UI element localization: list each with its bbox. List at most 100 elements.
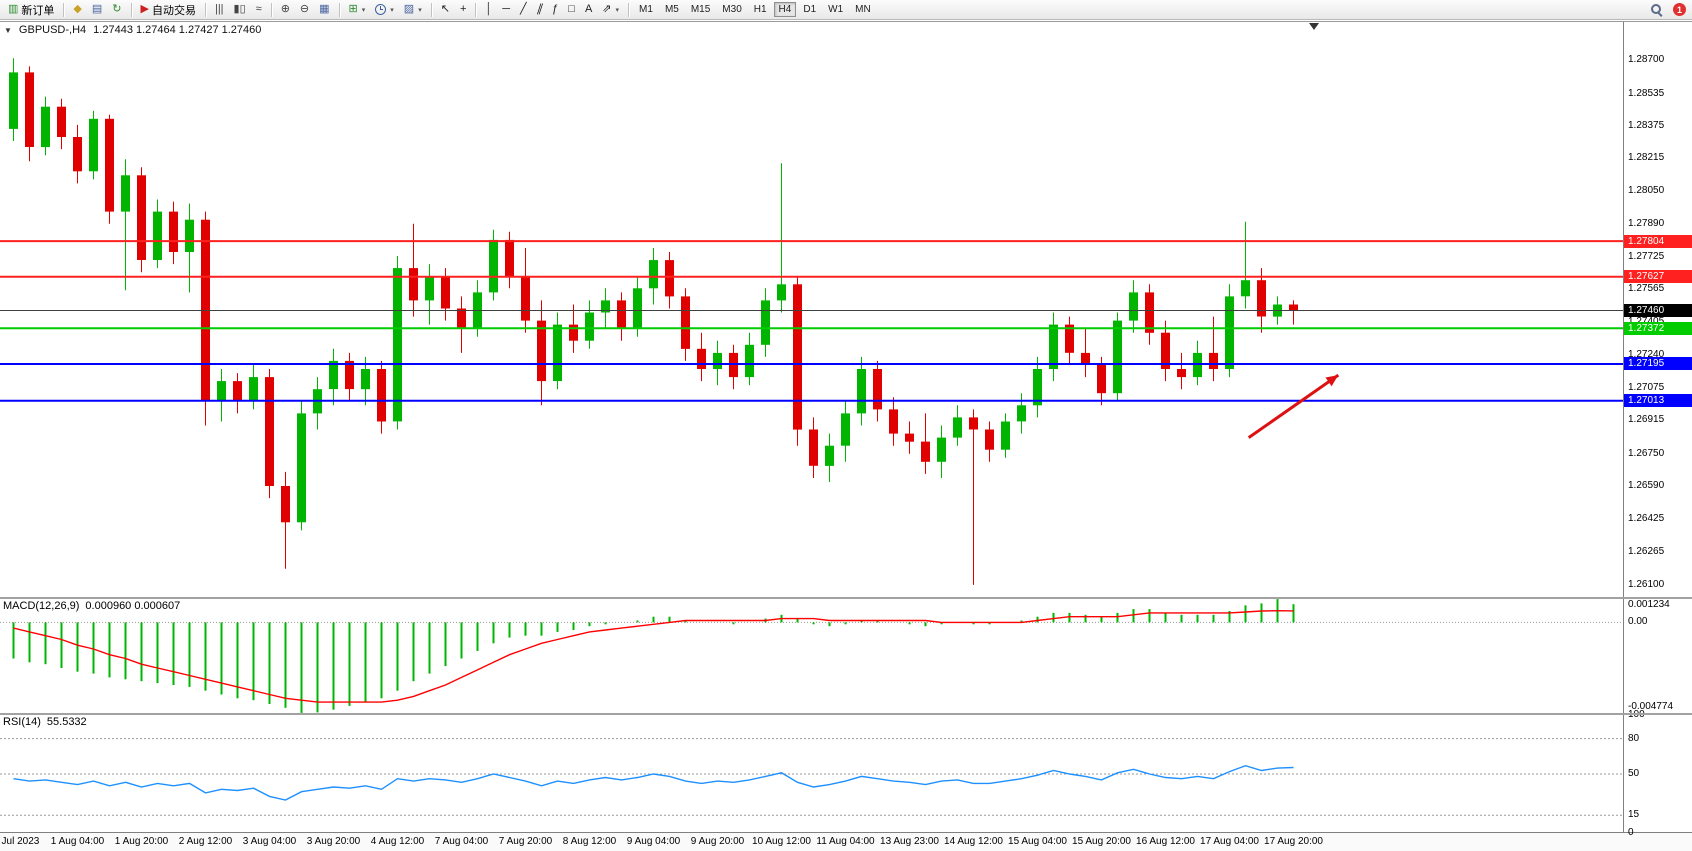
symbol-overlay: ▼ GBPUSD-,H4 1.27443 1.27464 1.27427 1.2… bbox=[4, 24, 261, 36]
price-tag: 1.27627 bbox=[1624, 270, 1692, 284]
tile-windows-button[interactable]: ▦ bbox=[314, 1, 334, 18]
dropdown-caret-icon: ▾ bbox=[390, 6, 394, 14]
timeframe-button-w1[interactable]: W1 bbox=[828, 4, 844, 15]
arrows-icon: ⇗ bbox=[602, 3, 612, 15]
fibonacci-button[interactable]: ƒ bbox=[547, 1, 563, 18]
price-tick-label: 1.26590 bbox=[1628, 480, 1665, 492]
price-tick-label: 1.28700 bbox=[1628, 54, 1665, 66]
toolbar-separator bbox=[130, 2, 132, 17]
price-tag: 1.27013 bbox=[1624, 394, 1692, 408]
zoom-out-button[interactable]: ⊖ bbox=[295, 1, 314, 18]
new-order-button-label: 新订单 bbox=[21, 4, 55, 17]
auto-trading-button[interactable]: ▶ 自动交易 bbox=[136, 1, 201, 18]
toolbar-separator bbox=[63, 2, 65, 17]
toolbar-separator bbox=[338, 2, 340, 17]
diamond-icon: ◆ bbox=[73, 3, 82, 15]
candlestick-icon: ▮▯ bbox=[233, 3, 246, 15]
bar-chart-button[interactable]: ||| bbox=[210, 1, 229, 18]
main-chart-svg[interactable] bbox=[0, 22, 1623, 597]
periods-button[interactable]: ▾ bbox=[370, 1, 399, 18]
dropdown-caret-icon: ▾ bbox=[615, 6, 620, 14]
fibonacci-icon: ƒ bbox=[552, 3, 559, 15]
time-axis-label: 11 Aug 04:00 bbox=[816, 836, 875, 847]
time-axis[interactable]: 31 Jul 2023 1 Aug 04:00 1 Aug 20:00 2 Aug 1… bbox=[0, 832, 1692, 851]
rsi-indicator-label: RSI(14) 55.5332 bbox=[3, 716, 87, 728]
zoom-in-icon: ⊕ bbox=[280, 3, 290, 15]
trendline-button[interactable]: ╱ bbox=[515, 1, 532, 18]
toolbar: ▥ 新订单 ◆ ▤ ↻ ▶ 自动交易 ||| ▮▯ ≈ ⊕ ⊖ ▦ ⊞ ▾ ▾ ▨ ▾ ↖ + │ ─ ╱ ∥ ƒ □ A ⇗ ▾ M1 M… bbox=[0, 0, 1692, 20]
search-button[interactable] bbox=[1645, 1, 1668, 18]
panel-divider[interactable] bbox=[0, 713, 1692, 715]
text-button[interactable]: A bbox=[580, 1, 597, 18]
zoom-in-button[interactable]: ⊕ bbox=[276, 1, 295, 18]
timeframe-button-h1[interactable]: H1 bbox=[753, 4, 767, 15]
price-tag: 1.27804 bbox=[1624, 234, 1692, 248]
macd-svg[interactable] bbox=[0, 599, 1623, 713]
time-axis-label: 2 Aug 12:00 bbox=[178, 836, 233, 847]
chart-shift-marker[interactable] bbox=[1309, 23, 1319, 30]
rsi-panel: RSI(14) 55.5332 bbox=[0, 715, 1623, 833]
search-icon bbox=[1650, 3, 1663, 16]
timeframe-button-h4[interactable]: H4 bbox=[773, 2, 797, 17]
time-axis-label: 10 Aug 12:00 bbox=[752, 836, 811, 847]
auto-trading-button-label: 自动交易 bbox=[151, 4, 196, 17]
price-tick-label: 1.26425 bbox=[1628, 513, 1665, 525]
price-axis[interactable]: 1.28700 1.28535 1.28375 1.28215 1.28050 1.278… bbox=[1623, 22, 1692, 838]
macd-signal-line bbox=[13, 609, 1294, 703]
time-axis-label: 16 Aug 12:00 bbox=[1136, 836, 1195, 847]
auto-trading-icon: ▶ bbox=[140, 3, 149, 15]
price-tick-label: 1.27565 bbox=[1628, 283, 1665, 295]
price-tick-label: 1.27725 bbox=[1628, 251, 1665, 263]
rsi-svg[interactable] bbox=[0, 715, 1623, 833]
deposit-button[interactable]: ◆ bbox=[68, 1, 86, 18]
timeframe-button-m30[interactable]: M30 bbox=[722, 4, 742, 15]
trendline-icon: ╱ bbox=[520, 3, 527, 15]
line-chart-button[interactable]: ≈ bbox=[251, 1, 267, 18]
candlestick-chart-button[interactable]: ▮▯ bbox=[229, 1, 251, 18]
templates-button[interactable]: ▨ ▾ bbox=[399, 1, 427, 18]
time-axis-label: 7 Aug 20:00 bbox=[498, 836, 553, 847]
price-tick-label: 1.26915 bbox=[1628, 414, 1665, 426]
chart-window: ▼ GBPUSD-,H4 1.27443 1.27464 1.27427 1.2… bbox=[0, 21, 1692, 838]
notification-badge[interactable]: 1 bbox=[1673, 3, 1686, 16]
timeframe-button-mn[interactable]: MN bbox=[855, 4, 871, 15]
toolbar-separator bbox=[475, 2, 477, 17]
timeframe-button-m5[interactable]: M5 bbox=[664, 4, 679, 15]
time-axis-label: 13 Aug 23:00 bbox=[880, 836, 939, 847]
profiles-button[interactable]: ▤ bbox=[87, 1, 107, 18]
time-axis-label: 31 Jul 2023 bbox=[0, 836, 40, 847]
price-tag: 1.27372 bbox=[1624, 321, 1692, 335]
rsi-axis-label: 80 bbox=[1628, 732, 1640, 744]
crosshair-button[interactable]: + bbox=[455, 1, 471, 18]
timeframe-button-m1[interactable]: M1 bbox=[639, 4, 653, 15]
panel-divider[interactable] bbox=[0, 597, 1692, 599]
time-axis-label: 3 Aug 04:00 bbox=[242, 836, 297, 847]
timeframe-button-d1[interactable]: D1 bbox=[803, 4, 817, 15]
price-tick-label: 1.28375 bbox=[1628, 119, 1665, 131]
rsi-level-lines bbox=[0, 738, 1623, 816]
toolbar-button-groups: ▥ 新订单 ◆ ▤ ↻ ▶ 自动交易 ||| ▮▯ ≈ ⊕ ⊖ ▦ ⊞ ▾ ▾ ▨ ▾ ↖ + │ ─ ╱ ∥ ƒ □ A ⇗ ▾ M1 M… bbox=[3, 0, 877, 19]
toolbar-separator bbox=[204, 2, 206, 17]
cursor-button[interactable]: ↖ bbox=[436, 1, 455, 18]
new-order-button[interactable]: ▥ 新订单 bbox=[3, 1, 59, 18]
timeframe-button-m15[interactable]: M15 bbox=[690, 4, 711, 15]
horizontal-line-button[interactable]: ─ bbox=[497, 1, 515, 18]
one-click-trading-toggle[interactable]: ▼ bbox=[4, 25, 12, 35]
horizontal-line-objects[interactable] bbox=[0, 240, 1623, 402]
macd-values: 0.000960 0.000607 bbox=[85, 600, 181, 612]
toolbar-separator bbox=[270, 2, 272, 17]
shapes-button[interactable]: □ bbox=[563, 1, 580, 18]
channel-button[interactable]: ∥ bbox=[532, 1, 548, 18]
trend-arrow[interactable] bbox=[1247, 373, 1340, 439]
price-tag: 1.27195 bbox=[1624, 357, 1692, 371]
time-axis-label: 8 Aug 12:00 bbox=[562, 836, 617, 847]
price-tick-label: 1.27075 bbox=[1628, 382, 1665, 394]
refresh-icon: ↻ bbox=[112, 3, 122, 15]
refresh-button[interactable]: ↻ bbox=[107, 1, 126, 18]
vertical-line-button[interactable]: │ bbox=[480, 1, 497, 18]
indicators-button[interactable]: ⊞ ▾ bbox=[344, 1, 371, 18]
price-tick-label: 1.27890 bbox=[1628, 217, 1665, 229]
arrows-button[interactable]: ⇗ ▾ bbox=[597, 1, 624, 18]
horizontal-line-icon: ─ bbox=[502, 3, 511, 15]
rsi-axis-label: 50 bbox=[1628, 768, 1640, 779]
